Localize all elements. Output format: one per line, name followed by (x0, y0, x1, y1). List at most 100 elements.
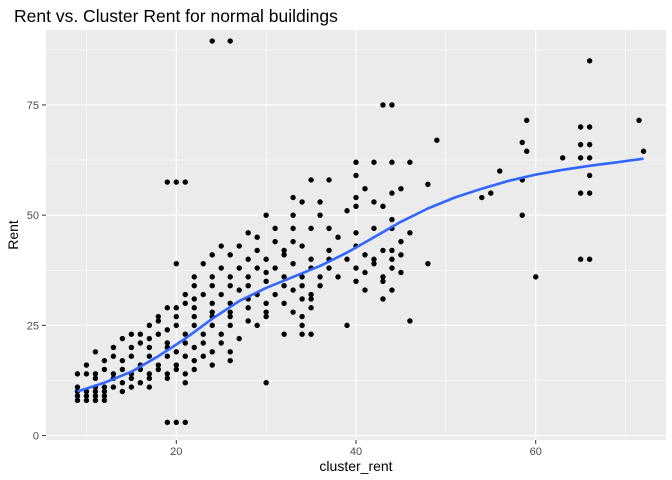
data-point (254, 265, 260, 271)
data-point (577, 190, 584, 196)
data-point (182, 371, 188, 377)
data-point (389, 159, 395, 165)
data-point (317, 282, 323, 289)
data-point (353, 278, 359, 284)
data-point (173, 260, 179, 267)
data-point (119, 357, 126, 364)
data-point (586, 155, 593, 161)
data-point (182, 331, 188, 337)
data-point (155, 313, 162, 320)
data-point (281, 300, 287, 307)
trend-line-layer (76, 157, 644, 393)
data-point (191, 322, 197, 329)
data-point (290, 238, 296, 245)
data-point (245, 230, 251, 236)
data-point (434, 137, 440, 143)
data-point (227, 282, 233, 289)
data-point (119, 388, 126, 395)
data-point (200, 260, 206, 267)
data-point (245, 305, 251, 311)
data-point (488, 190, 494, 196)
data-point (290, 309, 296, 315)
data-point (577, 141, 584, 148)
data-point (254, 322, 260, 329)
data-point (263, 309, 269, 315)
data-point (101, 388, 108, 395)
data-point (164, 305, 171, 311)
data-point (218, 291, 224, 298)
data-point (389, 216, 395, 223)
data-point (155, 331, 162, 337)
data-point (74, 371, 81, 377)
data-point (299, 313, 305, 320)
data-point (173, 349, 179, 355)
data-point (335, 274, 341, 280)
data-point (164, 179, 171, 185)
data-point (92, 393, 99, 399)
data-point (182, 300, 188, 307)
data-point (119, 335, 126, 342)
data-point (209, 309, 215, 315)
y-tick-label: 0 (33, 431, 39, 443)
data-point (586, 58, 593, 64)
data-point (407, 159, 413, 165)
data-point (173, 419, 179, 426)
data-point (110, 353, 117, 359)
data-point (577, 256, 584, 262)
data-point (191, 282, 197, 289)
data-point (263, 256, 269, 262)
data-point (353, 230, 359, 236)
data-point (137, 331, 144, 337)
data-point (110, 371, 117, 377)
data-point (227, 252, 233, 258)
data-point (362, 252, 368, 258)
data-point (146, 322, 153, 329)
data-point (371, 256, 377, 262)
data-point (317, 212, 323, 218)
data-point (263, 379, 269, 386)
data-point (137, 340, 144, 346)
data-point (398, 238, 404, 245)
axis-ticks: 20 40 60 0 25 50 75 (27, 100, 542, 458)
data-point (92, 388, 99, 395)
data-point (173, 366, 179, 373)
data-point (281, 247, 287, 254)
data-point (191, 357, 197, 364)
data-point (254, 247, 260, 254)
data-point (389, 256, 395, 262)
data-point (128, 375, 135, 381)
data-point (155, 318, 162, 324)
data-point (524, 148, 530, 154)
data-point (173, 322, 179, 329)
data-point (272, 265, 278, 271)
data-point (371, 225, 377, 232)
data-point (353, 203, 359, 210)
data-point (272, 225, 278, 232)
data-point (227, 38, 233, 44)
data-point (559, 155, 566, 161)
data-point (191, 296, 197, 302)
y-axis-label: Rent (5, 220, 21, 250)
data-point (119, 379, 126, 386)
data-point (308, 177, 314, 183)
data-point (74, 393, 81, 399)
chart-title: Rent vs. Cluster Rent for normal buildin… (14, 6, 338, 26)
data-point (164, 419, 171, 426)
data-point (353, 159, 359, 165)
data-point (146, 353, 153, 359)
data-point (128, 331, 135, 337)
data-point (519, 139, 525, 146)
data-point (218, 265, 224, 271)
data-point (218, 340, 224, 346)
data-point (74, 384, 81, 390)
data-point (101, 393, 108, 399)
data-point (586, 124, 593, 130)
data-point (281, 274, 287, 280)
data-point (380, 296, 386, 302)
data-point (92, 371, 99, 377)
data-point (200, 331, 206, 337)
data-point (173, 179, 179, 185)
data-point (227, 322, 233, 329)
y-tick-label: 75 (27, 100, 39, 112)
data-point (83, 362, 90, 368)
